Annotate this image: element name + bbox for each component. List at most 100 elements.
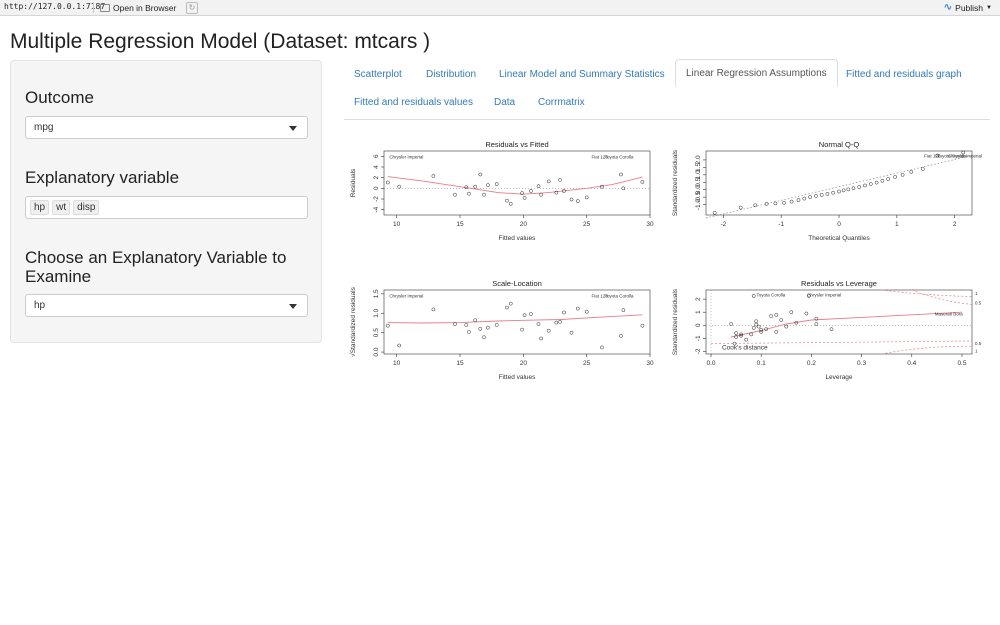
data-point [749,332,754,337]
x-tick-label: 15 [456,221,464,228]
examine-label: Choose an Explanatory Variable to Examin… [25,248,287,286]
data-point [779,318,784,322]
x-tick-label: 0 [837,221,841,228]
data-point [734,335,738,339]
point-label: Fiat 128 [591,294,608,299]
tab-data[interactable]: Data [494,97,516,108]
data-point [473,318,478,323]
residuals-vs-leverage-plot: Residuals vs Leverage 0.0 0.1 0.2 0.3 0.4 0.5 -… [666,276,986,396]
data-point [505,198,509,203]
plot-title: Scale-Location [492,279,542,288]
data-point [814,316,819,321]
x-tick-label: 10 [393,221,401,228]
y-tick-label: 4 [373,165,380,169]
data-point [584,195,589,200]
y-tick-label: 0 [373,186,380,190]
explanatory-chip[interactable]: disp [73,200,100,215]
data-point [508,201,513,206]
point-label: Chrysler Imperial [389,294,423,299]
data-point [764,201,769,206]
y-tick-label: 1.0 [373,308,380,317]
data-point [807,294,811,298]
smoother-line [387,314,643,324]
data-point [846,187,851,192]
data-point [804,311,809,316]
x-tick-label: 0.2 [807,360,816,367]
data-point [505,305,509,310]
x-tick-label: 0.0 [706,360,715,367]
tab-linear-regression-assumptions[interactable]: Linear Regression Assumptions [675,59,838,87]
normal-qq-svg: Normal Q-Q -2 -1 0 1 2 -1.0-0.50.00.51.01.52.0… [672,140,982,242]
data-point [569,197,574,202]
data-point [759,329,764,334]
data-point [774,312,779,317]
data-point [814,194,818,198]
data-point [453,192,457,197]
data-point [494,182,499,186]
tab-fitted-residuals-graph[interactable]: Fitted and residuals graph [846,69,962,80]
y-tick-label: -0.5 [695,191,702,203]
data-point [734,331,738,335]
explanatory-multiselect[interactable]: hp wt disp [25,196,308,219]
y-tick-label: 1 [695,310,702,314]
data-point [754,322,759,327]
cooks-distance-contour [711,340,973,344]
tab-fitted-residuals-values[interactable]: Fitted and residuals values [354,97,473,108]
x-tick-label: 15 [456,360,464,367]
data-point [831,190,836,195]
data-point [619,172,623,177]
plot-frame [705,150,973,216]
refresh-icon[interactable]: ↻ [186,2,198,14]
open-in-browser-label: Open in Browser [113,2,177,13]
data-point [546,179,551,184]
data-point [732,341,737,346]
data-point [529,189,533,193]
tab-scatterplot[interactable]: Scatterplot [354,69,402,80]
outcome-select[interactable]: mpg [25,116,308,139]
point-label: Toyota Corolla [937,153,966,158]
data-point [539,336,543,341]
point-label: Chrysler Imperial [389,155,423,160]
sidebar-panel: Outcome mpg Explanatory variable hp wt d… [10,60,322,343]
data-point [753,203,758,208]
y-tick-label: 1.5 [695,162,702,171]
y-tick-label: 0.5 [373,328,380,337]
data-point [773,201,778,206]
examine-select-value: hp [34,300,46,311]
y-tick-label: -1.0 [695,199,702,211]
data-point [880,178,885,183]
publish-label: Publish [955,2,984,13]
x-tick-label: 0.4 [907,360,916,367]
x-axis-label: Fitted values [499,374,537,381]
qq-reference-line [705,155,973,219]
data-point [784,324,789,329]
data-point [385,180,390,185]
explanatory-chip[interactable]: wt [52,200,71,215]
publish-button[interactable]: ∿ Publish ▼ [944,1,992,14]
data-point [520,327,524,332]
y-tick-label: 1.0 [695,170,702,179]
data-point [774,329,779,334]
y-tick-label: -2 [373,196,380,202]
contour-label: 0.5 [975,341,982,346]
x-tick-label: -1 [778,221,784,228]
point-label: Chrysler Imperial [807,292,841,297]
tab-distribution[interactable]: Distribution [426,69,477,80]
examine-select[interactable]: hp [25,294,308,317]
data-point [546,328,551,333]
data-point [562,189,566,193]
explanatory-chip[interactable]: hp [30,200,50,215]
y-tick-label: 0.5 [695,177,702,186]
scale-location-svg: Scale-Location 10 15 20 25 30 0.0 0.5 1.0 1.5 Fitt… [349,279,654,381]
x-tick-label: 25 [583,221,591,228]
data-point [829,327,834,332]
open-in-browser-button[interactable]: Open in Browser [100,1,176,14]
data-point [482,192,486,197]
tab-corrmatrix[interactable]: Corrmatrix [538,97,585,108]
data-point [961,150,966,155]
tab-linear-model-summary[interactable]: Linear Model and Summary Statistics [499,69,665,80]
data-point [893,175,897,179]
data-point [529,312,533,316]
cooks-distance-contour [881,289,973,297]
plot-frame [383,150,651,216]
